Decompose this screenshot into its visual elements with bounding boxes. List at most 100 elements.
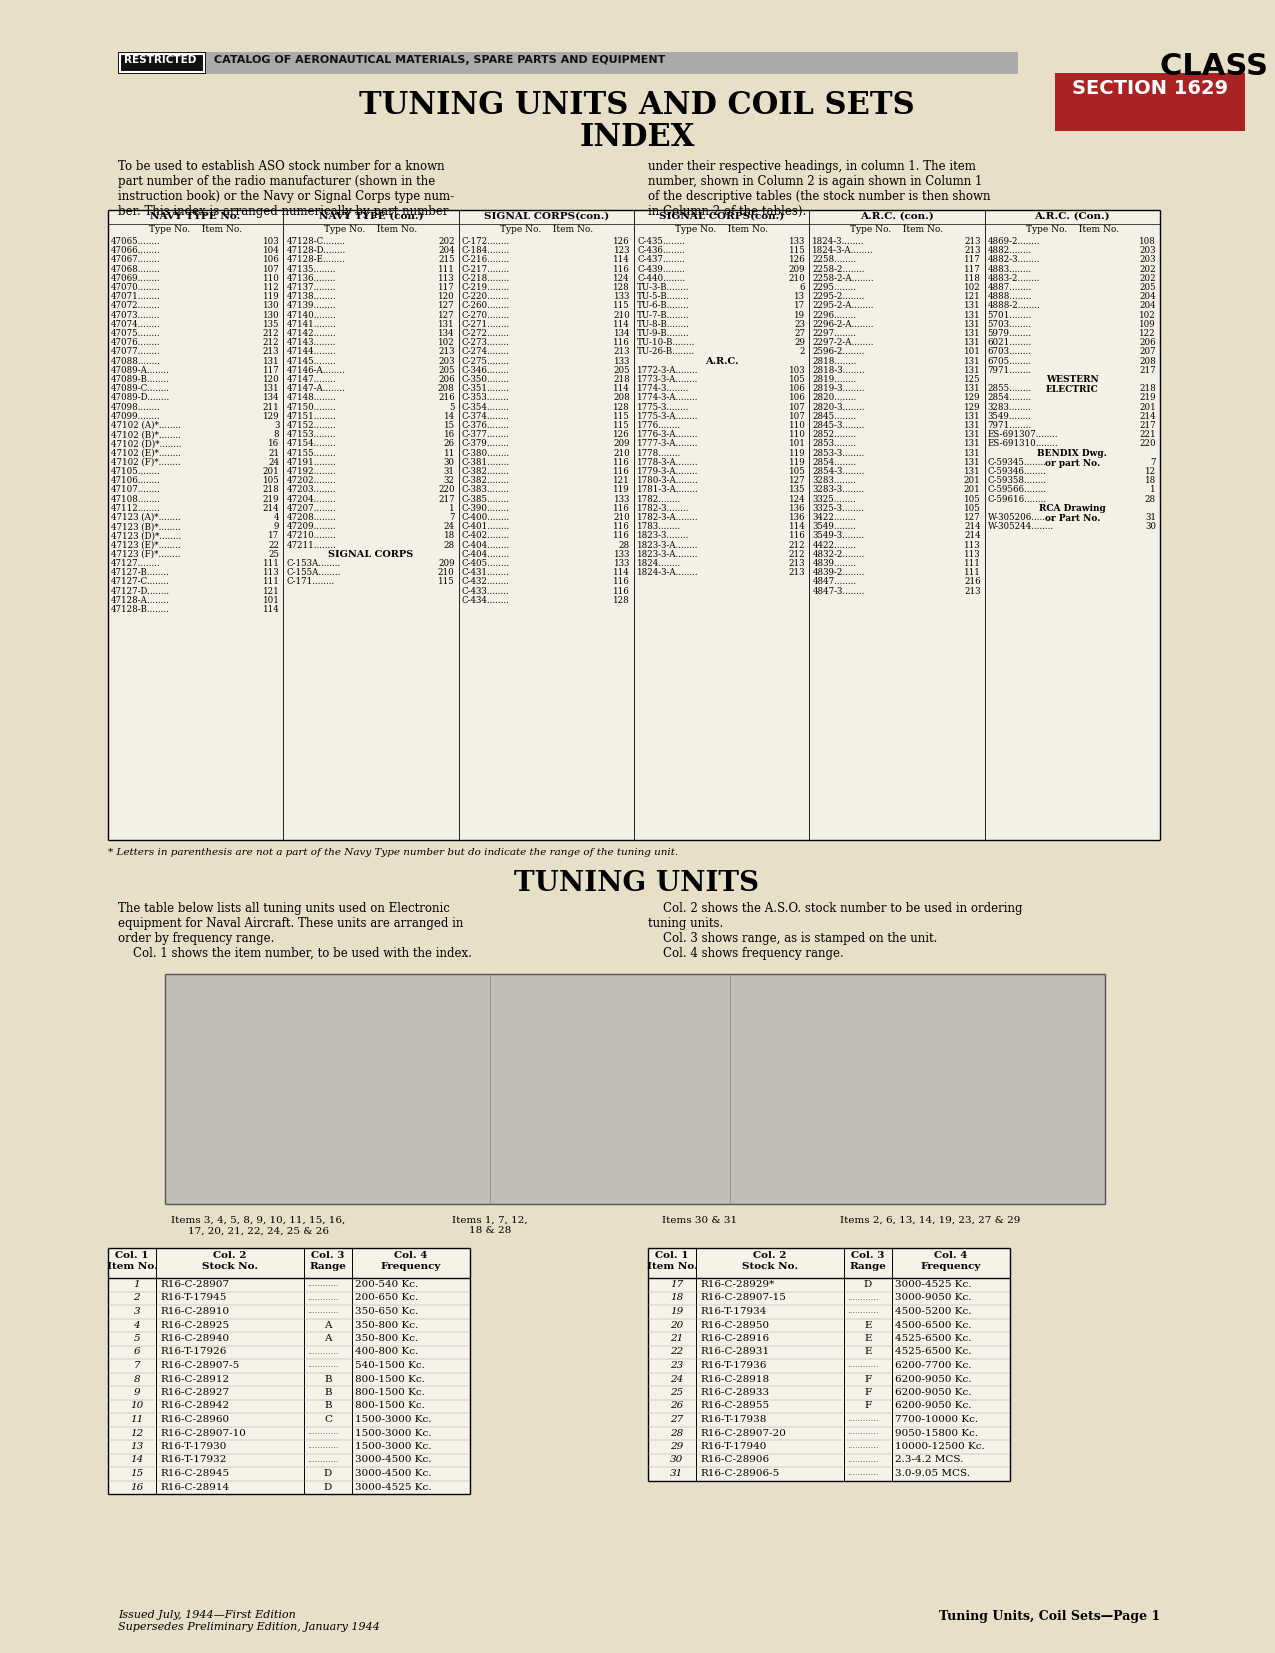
- Text: 110: 110: [263, 274, 279, 283]
- Text: 800-1500 Kc.: 800-1500 Kc.: [354, 1389, 425, 1397]
- Text: 1772-3-A........: 1772-3-A........: [638, 365, 699, 375]
- Text: R16-C-28940: R16-C-28940: [159, 1334, 230, 1342]
- Text: 47089-B........: 47089-B........: [111, 375, 170, 383]
- Text: W-305206........: W-305206........: [988, 512, 1054, 522]
- Text: 47123 (F)*........: 47123 (F)*........: [111, 550, 180, 559]
- Text: 1779-3-A........: 1779-3-A........: [638, 468, 699, 476]
- Text: 127: 127: [789, 476, 806, 486]
- Text: 6021........: 6021........: [988, 339, 1031, 347]
- Text: 113: 113: [964, 550, 980, 559]
- Text: 47143........: 47143........: [287, 339, 335, 347]
- Text: 47108........: 47108........: [111, 494, 161, 504]
- Text: 105: 105: [964, 504, 980, 512]
- Text: 200-540 Kc.: 200-540 Kc.: [354, 1279, 418, 1289]
- Text: C-400........: C-400........: [462, 512, 510, 522]
- Text: 133: 133: [613, 559, 630, 569]
- Text: 47140........: 47140........: [287, 311, 337, 319]
- Text: ............: ............: [307, 1279, 338, 1288]
- Text: 133: 133: [613, 494, 630, 504]
- Text: 130: 130: [263, 311, 279, 319]
- Text: 106: 106: [263, 256, 279, 264]
- Text: 1783........: 1783........: [638, 522, 681, 531]
- Text: 26: 26: [671, 1402, 683, 1410]
- Text: C-354........: C-354........: [462, 403, 510, 412]
- Text: 4847-3........: 4847-3........: [812, 587, 864, 595]
- Text: 2819-3........: 2819-3........: [812, 383, 864, 393]
- Text: 18: 18: [444, 531, 455, 541]
- Text: 128: 128: [613, 595, 630, 605]
- Text: Type No.    Item No.: Type No. Item No.: [149, 225, 242, 235]
- Text: 25: 25: [671, 1389, 683, 1397]
- Text: 3: 3: [274, 422, 279, 430]
- Text: ............: ............: [307, 1308, 338, 1316]
- Text: 210: 210: [613, 311, 630, 319]
- Text: WESTERN
ELECTRIC: WESTERN ELECTRIC: [1046, 375, 1099, 395]
- Text: 203: 203: [1140, 256, 1156, 264]
- Text: B: B: [324, 1375, 332, 1384]
- Text: 102: 102: [1140, 311, 1156, 319]
- Text: 102: 102: [964, 283, 980, 293]
- Text: 115: 115: [613, 422, 630, 430]
- Text: 116: 116: [613, 264, 630, 274]
- Text: 350-800 Kc.: 350-800 Kc.: [354, 1321, 418, 1329]
- Text: 205: 205: [1140, 283, 1156, 293]
- Text: 130: 130: [263, 301, 279, 311]
- Text: Items 30 & 31: Items 30 & 31: [663, 1217, 737, 1225]
- Text: 25: 25: [268, 550, 279, 559]
- Text: 110: 110: [788, 430, 806, 440]
- Text: 47128-A........: 47128-A........: [111, 595, 170, 605]
- Text: SIGNAL CORPS(con.): SIGNAL CORPS(con.): [483, 212, 609, 222]
- Text: 8: 8: [134, 1375, 140, 1384]
- Text: ............: ............: [847, 1428, 878, 1436]
- Text: 47105........: 47105........: [111, 468, 161, 476]
- Text: SIGNAL CORPS(con.): SIGNAL CORPS(con.): [659, 212, 784, 222]
- Text: Col. 1: Col. 1: [115, 1251, 149, 1260]
- Text: 29: 29: [671, 1441, 683, 1451]
- Text: C-434........: C-434........: [462, 595, 510, 605]
- Text: 131: 131: [964, 458, 980, 466]
- Text: 47139........: 47139........: [287, 301, 335, 311]
- Text: 1782-3-A........: 1782-3-A........: [638, 512, 699, 522]
- Text: 30: 30: [1145, 522, 1156, 531]
- Text: C-351........: C-351........: [462, 383, 510, 393]
- Text: 116: 116: [788, 531, 806, 541]
- Text: 4883........: 4883........: [988, 264, 1031, 274]
- Text: C-383........: C-383........: [462, 486, 510, 494]
- Text: 47191........: 47191........: [287, 458, 337, 466]
- Text: 114: 114: [613, 319, 630, 329]
- Text: 115: 115: [437, 577, 455, 587]
- Text: 47089-C........: 47089-C........: [111, 383, 170, 393]
- Text: 2853-3........: 2853-3........: [812, 448, 864, 458]
- Text: 217: 217: [1140, 422, 1156, 430]
- Text: 1824-3-A........: 1824-3-A........: [638, 569, 699, 577]
- Text: C-439........: C-439........: [638, 264, 685, 274]
- Text: F: F: [864, 1375, 872, 1384]
- Text: 1823-3........: 1823-3........: [638, 531, 690, 541]
- Text: R16-C-28907: R16-C-28907: [159, 1279, 230, 1289]
- Text: 47070........: 47070........: [111, 283, 161, 293]
- Text: C-219........: C-219........: [462, 283, 510, 293]
- Text: ............: ............: [307, 1347, 338, 1355]
- Text: 47192........: 47192........: [287, 468, 335, 476]
- Text: R16-C-28955: R16-C-28955: [700, 1402, 769, 1410]
- Text: 47102 (F)*........: 47102 (F)*........: [111, 458, 181, 466]
- Text: 131: 131: [964, 357, 980, 365]
- Text: C-350........: C-350........: [462, 375, 510, 383]
- Text: BENDIX Dwg.
or part No.: BENDIX Dwg. or part No.: [1038, 448, 1107, 468]
- Text: 2258........: 2258........: [812, 256, 857, 264]
- Text: C-433........: C-433........: [462, 587, 510, 595]
- Text: 2818-3........: 2818-3........: [812, 365, 864, 375]
- Text: 13: 13: [794, 293, 806, 301]
- Text: C-381........: C-381........: [462, 458, 510, 466]
- Text: 131: 131: [964, 301, 980, 311]
- Text: 21: 21: [268, 448, 279, 458]
- Text: 3283-3........: 3283-3........: [812, 486, 864, 494]
- Text: C-59566........: C-59566........: [988, 486, 1047, 494]
- Text: 1782-3........: 1782-3........: [638, 504, 690, 512]
- Text: R16-T-17932: R16-T-17932: [159, 1456, 227, 1465]
- Text: 9: 9: [134, 1389, 140, 1397]
- Text: 1777-3-A........: 1777-3-A........: [638, 440, 699, 448]
- Text: 4839-2........: 4839-2........: [812, 569, 864, 577]
- Text: R16-C-28918: R16-C-28918: [700, 1375, 769, 1384]
- Text: 47098........: 47098........: [111, 403, 161, 412]
